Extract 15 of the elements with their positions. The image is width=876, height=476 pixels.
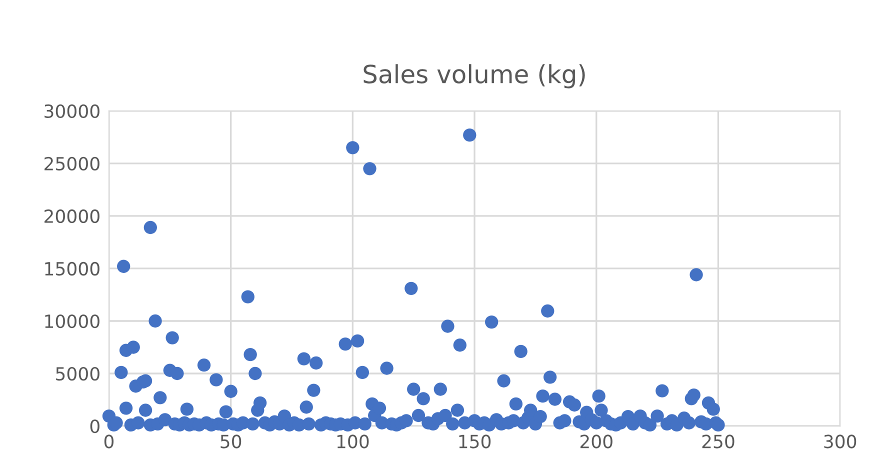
x-tick-label: 0 — [104, 434, 114, 448]
chart-title: Sales volume (kg) — [364, 64, 585, 88]
x-tick-label: 50 — [220, 434, 242, 448]
x-tick-label: 200 — [580, 434, 612, 448]
x-tick-label: 150 — [459, 434, 491, 448]
y-tick-label: 15000 — [45, 262, 100, 276]
y-tick-label: 20000 — [44, 209, 100, 224]
y-tick-label: 30000 — [44, 104, 100, 118]
x-tick-label: 300 — [824, 434, 856, 448]
y-tick-label: 10000 — [45, 314, 100, 328]
y-tick-label: 5000 — [56, 366, 100, 381]
x-tick-label: 250 — [702, 434, 734, 448]
y-tick-label: 25000 — [44, 156, 100, 171]
y-tick-label: 0 — [90, 419, 100, 434]
x-tick-label: 100 — [337, 434, 369, 448]
